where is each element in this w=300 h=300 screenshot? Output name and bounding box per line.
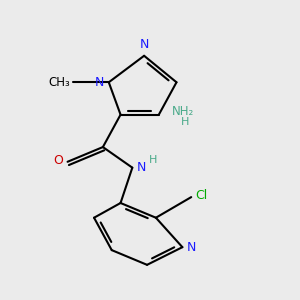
Text: O: O: [53, 154, 63, 167]
Text: H: H: [148, 155, 157, 165]
Text: H: H: [181, 117, 190, 127]
Text: N: N: [140, 38, 149, 51]
Text: N: N: [95, 76, 104, 89]
Text: NH₂: NH₂: [172, 105, 194, 118]
Text: N: N: [137, 161, 146, 174]
Text: Cl: Cl: [196, 189, 208, 202]
Text: N: N: [187, 241, 196, 254]
Text: CH₃: CH₃: [49, 76, 70, 89]
